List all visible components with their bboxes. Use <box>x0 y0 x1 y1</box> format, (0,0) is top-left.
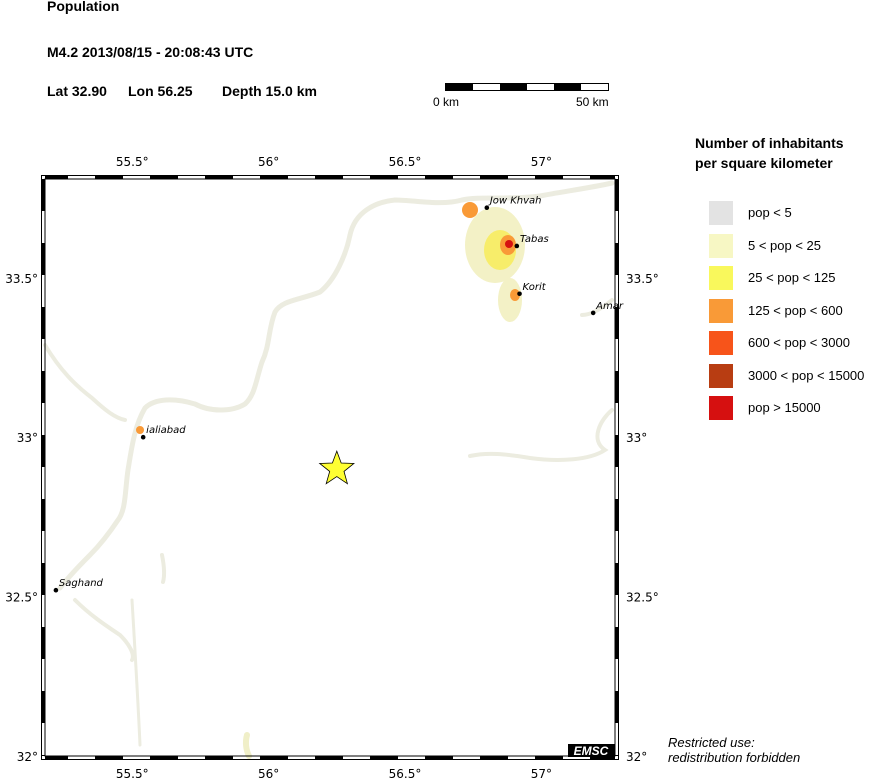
legend-swatch <box>709 233 733 258</box>
y-tick-label-left: 32.5° <box>5 591 38 605</box>
strip-mid-south <box>160 553 167 584</box>
road-strip-amar <box>580 298 614 317</box>
legend-swatch <box>709 201 733 225</box>
y-tick-label-right: 33.5° <box>626 272 659 286</box>
x-tick-label-bottom: 57° <box>531 767 552 780</box>
emsc-logo: EMSC <box>568 744 615 758</box>
city-markers: Jow Khvah Tabas Korit Amar ialiabad Saghand <box>53 196 624 593</box>
legend-title: Number of inhabitants per square kilomet… <box>695 133 844 173</box>
city-label: ialiabad <box>146 425 186 436</box>
legend-label: 5 < pop < 25 <box>748 237 822 253</box>
legend-swatch <box>709 396 733 420</box>
y-tick-label-right: 32.5° <box>626 591 659 605</box>
epicenter-star-icon <box>318 449 355 485</box>
restricted-notice: Restricted use: redistribution forbidden <box>668 735 800 765</box>
river-strip-main <box>57 180 615 591</box>
population-density-layer <box>43 180 615 759</box>
city-label: Saghand <box>59 578 104 589</box>
city-label: Tabas <box>520 234 549 245</box>
legend-label: 3000 < pop < 15000 <box>748 367 865 383</box>
x-tick-label-top: 56.5° <box>389 155 422 169</box>
scale-start-label: 0 km <box>433 95 460 109</box>
scale-bar <box>445 83 609 91</box>
tabas-oasis-density <box>136 202 525 434</box>
legend-label: 125 < pop < 600 <box>748 302 843 318</box>
lon-label: Lon 56.25 <box>128 83 193 99</box>
city-dot-icon <box>484 205 490 210</box>
y-tick-label-left: 33.5° <box>5 272 38 286</box>
strip-south-center <box>242 732 252 759</box>
x-tick-labels: 55.5° 55.5° 56° 56° 56.5° 56.5° 57° 57° <box>116 155 552 780</box>
strip-south <box>130 598 142 747</box>
y-tick-label-right: 33° <box>626 431 647 445</box>
river-strip-east <box>468 408 614 462</box>
x-tick-label-top: 57° <box>531 155 552 169</box>
city-dot-icon <box>514 243 520 249</box>
legend-title-line2: per square kilometer <box>695 155 833 171</box>
map-frame <box>41 175 619 760</box>
legend-swatch <box>709 298 733 323</box>
legend-title-line1: Number of inhabitants <box>695 135 844 151</box>
depth-label: Depth 15.0 km <box>222 83 317 99</box>
city-dot-icon <box>517 291 522 297</box>
city-label: Jow Khvah <box>488 196 542 207</box>
legend-label: pop > 15000 <box>748 400 821 415</box>
x-tick-label-top: 55.5° <box>116 155 149 169</box>
event-info: M4.2 2013/08/15 - 20:08:43 UTC <box>47 44 254 60</box>
lat-label: Lat 32.90 <box>47 83 107 99</box>
scale-end-label: 50 km <box>576 95 609 109</box>
legend-label: pop < 5 <box>748 205 792 220</box>
map-title: Population <box>47 0 120 14</box>
y-tick-label-left: 33° <box>17 431 38 445</box>
x-tick-label-bottom: 56° <box>258 767 279 780</box>
y-tick-labels: 33.5° 33.5° 33° 33° 32.5° 32.5° 32° 32° <box>5 272 658 764</box>
legend-label: 25 < pop < 125 <box>748 270 836 285</box>
y-tick-label-left: 32° <box>17 750 38 764</box>
city-label: Amar <box>595 301 624 312</box>
strip-southwest <box>73 598 135 662</box>
city-dot-icon <box>590 310 596 316</box>
city-dot-icon <box>140 434 146 440</box>
svg-text:EMSC: EMSC <box>574 744 609 758</box>
river-strip-west <box>43 343 127 422</box>
city-dot-icon <box>53 587 59 593</box>
y-tick-label-right: 32° <box>626 750 647 764</box>
legend-label: 600 < pop < 3000 <box>748 335 850 350</box>
restricted-line1: Restricted use: <box>668 735 755 750</box>
x-tick-label-top: 56° <box>258 155 279 169</box>
city-label: Korit <box>523 282 547 293</box>
legend-swatch <box>709 266 733 290</box>
legend-swatch <box>709 331 733 355</box>
legend-swatch <box>709 363 733 388</box>
restricted-line2: redistribution forbidden <box>668 750 801 765</box>
x-tick-label-bottom: 55.5° <box>116 767 149 780</box>
x-tick-label-bottom: 56.5° <box>389 767 422 780</box>
